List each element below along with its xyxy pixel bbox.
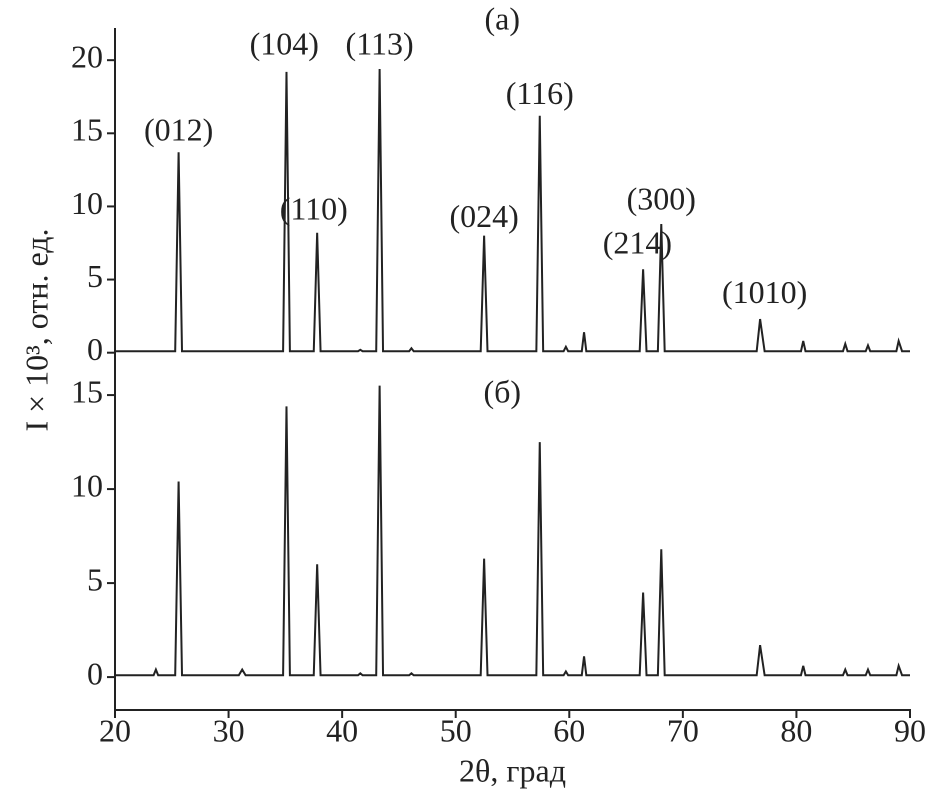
y-tick-label: 10 — [71, 467, 103, 503]
x-axis-label: 2θ, град — [459, 752, 566, 788]
annotation: (a) — [485, 0, 521, 36]
y-tick-label: 5 — [87, 561, 103, 597]
x-tick-label: 90 — [894, 712, 926, 748]
x-tick-label: 30 — [213, 712, 245, 748]
y-tick-label: 20 — [71, 39, 103, 75]
annotation: (012) — [144, 112, 213, 148]
y-tick-label: 5 — [87, 258, 103, 294]
x-tick-label: 70 — [667, 712, 699, 748]
y-axis-label: I × 10³, отн. ед. — [18, 228, 54, 431]
annotation: (113) — [346, 25, 414, 61]
annotation: (214) — [603, 224, 672, 260]
y-tick-label: 15 — [71, 373, 103, 409]
x-tick-label: 60 — [553, 712, 585, 748]
annotation: (110) — [280, 191, 348, 227]
y-tick-label: 0 — [87, 331, 103, 367]
y-tick-label: 10 — [71, 185, 103, 221]
annotation: (024) — [449, 198, 518, 234]
xrd-line — [115, 68, 910, 353]
x-tick-label: 50 — [440, 712, 472, 748]
x-tick-label: 40 — [326, 712, 358, 748]
y-tick-label: 15 — [71, 112, 103, 148]
x-tick-label: 80 — [780, 712, 812, 748]
annotation: (116) — [506, 75, 574, 111]
xrd-line — [115, 385, 910, 677]
y-tick-label: 0 — [87, 655, 103, 691]
annotation: (300) — [627, 180, 696, 216]
annotation: (104) — [250, 25, 319, 61]
annotation: (б) — [483, 373, 521, 409]
annotation: (1010) — [722, 274, 807, 310]
x-tick-label: 20 — [99, 712, 131, 748]
